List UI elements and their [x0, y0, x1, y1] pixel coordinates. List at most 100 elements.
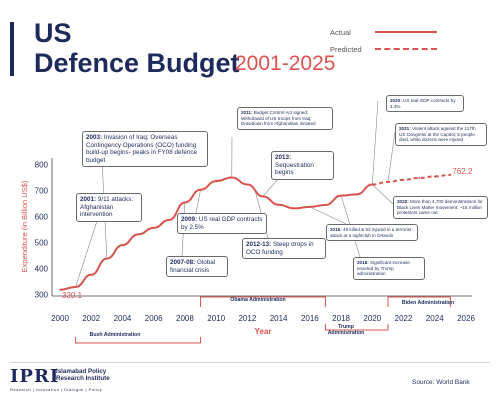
title-years: 2001-2025	[235, 52, 336, 75]
data-point	[308, 205, 311, 208]
data-point	[90, 273, 93, 276]
annotation-year: 2020:	[390, 98, 402, 103]
annotation-text: Invasion of Iraq; Overseas Contingency O…	[86, 134, 197, 164]
x-tick-label: 2002	[82, 314, 100, 323]
x-tick-label: 2012	[238, 314, 256, 323]
legend-label-predicted: Predicted	[330, 44, 362, 54]
annotation-2003: 2003: Invasion of Iraq; Overseas Conting…	[82, 131, 208, 168]
legend-label-actual: Actual	[330, 27, 351, 37]
ipri-logo-name: Islamabad Policy Research Institute	[56, 368, 110, 382]
data-point	[340, 194, 342, 197]
annotation-text: US real GDP contracts by 4.3%	[390, 98, 456, 109]
era-bracket	[387, 296, 451, 307]
data-point	[121, 244, 124, 246]
data-point	[371, 183, 374, 186]
era-label-bush: Bush Administration	[89, 332, 141, 338]
data-point	[137, 233, 139, 236]
annotation-2013: 2013: Sequestration begins	[271, 151, 334, 180]
x-tick-label: 2016	[301, 314, 319, 323]
annotation-connector	[195, 189, 201, 214]
chart-labels: 320.1 762.2	[62, 167, 473, 300]
x-tick-label: 2026	[457, 314, 475, 323]
data-point	[418, 177, 421, 179]
source-credit: Source: World Bank	[412, 379, 470, 386]
data-point	[152, 227, 155, 229]
y-tick-label: 600	[35, 213, 49, 222]
annotation-year: 2021:	[399, 126, 411, 131]
annotation-year: 2007-08:	[170, 259, 196, 266]
y-tick-label: 300	[35, 291, 49, 300]
annotation-text: 9/11 attacks: Afghanistan intervention	[80, 196, 134, 219]
x-tick-label: 2020	[363, 314, 381, 323]
era-bracket	[75, 337, 202, 344]
chart-axes: 300 400 500 600 700 800 2000 2002 2004 2006 2008 20…	[20, 158, 475, 336]
annotation-2018: 2018: Significant increase enacted by Tr…	[353, 257, 425, 280]
annotation-year: 2012-13:	[246, 241, 272, 248]
annotation-text: US real GDP contracts by 2.5%	[181, 216, 263, 231]
title-line-1: US	[34, 18, 72, 48]
data-point	[246, 183, 249, 186]
x-tick-label: 2014	[270, 314, 288, 323]
y-tick-label: 500	[35, 239, 49, 248]
annotation-2016: 2016: 49 killed & 53 injured in a terror…	[326, 224, 418, 242]
annotation-connector	[372, 100, 379, 185]
x-tick-label: 2000	[51, 314, 69, 323]
data-point	[277, 203, 280, 206]
data-point	[105, 257, 108, 260]
x-tick-label: 2018	[332, 314, 350, 323]
x-tick-label: 2004	[114, 314, 132, 323]
y-tick-label: 700	[35, 187, 49, 196]
annotation-year: 2003:	[86, 134, 103, 141]
data-point	[449, 173, 452, 176]
annotation-2001: 2001: 9/11 attacks: Afghanistan interven…	[76, 193, 142, 222]
data-point	[387, 181, 389, 183]
chart-legend: Actual Predicted	[330, 26, 437, 60]
annotation-year: 2020:	[397, 199, 409, 204]
point-label: 320.1	[62, 291, 83, 300]
annotation-year: 2011:	[241, 110, 253, 115]
x-tick-label: 2010	[207, 314, 225, 323]
x-tick-label: 2022	[395, 314, 413, 323]
data-point	[199, 188, 202, 191]
annotation-connectors	[75, 100, 396, 288]
y-axis-title: Expenditure (in Billion US$)	[20, 180, 29, 272]
annotation-text: More than 4,700 demonstrations for Black…	[397, 199, 483, 216]
annotation-2009: 2009: US real GDP contracts by 2.5%	[177, 213, 267, 235]
data-point	[293, 207, 296, 210]
data-point	[262, 195, 264, 198]
annotation-year: 2016:	[330, 227, 342, 232]
annotation-text: Global financial crisis	[170, 259, 216, 274]
era-bracket	[324, 324, 389, 331]
legend-item-predicted: Predicted	[330, 43, 437, 55]
annotation-2020-gdp: 2020: US real GDP contracts by 4.3%	[386, 95, 464, 113]
annotation-year: 2018:	[357, 260, 369, 265]
annotation-year: 2001:	[80, 196, 97, 203]
annotation-year: 2009:	[181, 216, 198, 223]
point-label: 762.2	[452, 167, 473, 176]
data-point	[184, 201, 186, 204]
data-point	[168, 218, 171, 221]
annotation-2011: 2011: Budget Control Act signed; Withdra…	[237, 107, 333, 130]
data-point	[215, 180, 218, 183]
annotation-2021: 2021: Violent attack against the 117th U…	[395, 123, 487, 146]
era-bracket	[200, 296, 326, 307]
title-line-2: Defence Budget	[34, 48, 240, 78]
series-lines	[59, 173, 452, 291]
legend-item-actual: Actual	[330, 26, 437, 38]
annotation-text: Violent attack against the 117th US Cong…	[399, 126, 476, 143]
annotation-text: Steep drops in OCO funding	[246, 241, 314, 256]
ipri-logo: IPRI	[10, 366, 60, 387]
footer-divider	[10, 362, 490, 363]
legend-swatch-dashed	[375, 48, 437, 50]
x-axis-title: Year	[255, 327, 272, 336]
x-tick-label: 2024	[426, 314, 444, 323]
annotation-connector	[309, 206, 347, 225]
annotation-text: Budget Control Act signed; Withdrawal of…	[241, 110, 316, 127]
data-point	[59, 288, 61, 291]
administration-eras	[75, 296, 451, 344]
annotation-2007-08: 2007-08: Global financial crisis	[166, 256, 228, 278]
annotation-text: Sequestration begins	[275, 161, 314, 177]
annotation-connector	[372, 184, 394, 205]
